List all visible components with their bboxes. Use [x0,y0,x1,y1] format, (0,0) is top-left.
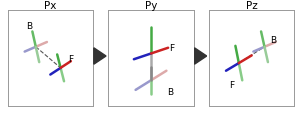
Polygon shape [94,48,106,65]
Title: Pz: Pz [246,1,258,11]
Text: B: B [270,35,276,44]
Title: Px: Px [44,1,56,11]
Polygon shape [194,48,207,65]
Text: B: B [26,22,32,31]
Title: Py: Py [145,1,157,11]
Text: B: B [167,88,173,96]
Text: F: F [230,80,235,89]
Text: F: F [169,44,174,53]
Text: F: F [68,54,73,63]
